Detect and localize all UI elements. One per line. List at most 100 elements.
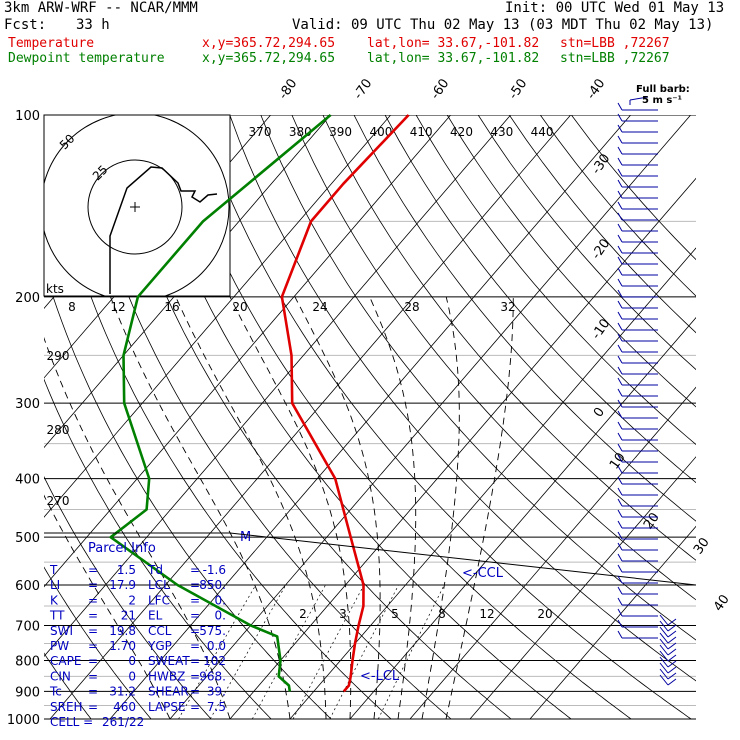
isotherm-label: -10	[589, 316, 613, 342]
parcel-row-label: Tc	[49, 685, 62, 699]
wind-barb-feather	[617, 608, 623, 617]
isotherm	[229, 177, 696, 720]
theta-label-left: 280	[47, 423, 70, 437]
parcel-row-value: 0.0	[207, 639, 226, 653]
wind-barb-low-feather	[667, 642, 677, 650]
hodograph-ring-50	[44, 115, 230, 296]
barb-legend-unit: 5 m s⁻¹	[642, 95, 682, 106]
dry-adiabat	[477, 115, 696, 371]
dry-adiabat	[44, 116, 392, 720]
dry-adiabat	[136, 115, 572, 720]
wind-barb-low	[659, 668, 669, 680]
wind-barb-feather	[617, 344, 623, 353]
mixing-ratio-line	[292, 584, 365, 720]
dry-adiabat	[198, 115, 692, 720]
wind-barb-feather	[617, 113, 623, 122]
dry-adiabat	[44, 476, 212, 720]
dry-adiabat	[415, 115, 696, 446]
parcel-row-label: CCL	[148, 624, 172, 638]
wind-barb-feather	[617, 443, 623, 452]
parcel-row-label: EL	[148, 609, 163, 623]
parcel-row-label: LAPSE	[148, 700, 186, 714]
parcel-eq: =	[190, 669, 200, 683]
wind-barb-low	[659, 650, 669, 662]
dewpoint-legend: Dewpoint temperature	[8, 51, 165, 66]
isotherm-label: 30	[691, 535, 713, 557]
isotherm	[49, 115, 571, 720]
temperature-stn: stn=LBB ,72267	[560, 36, 670, 51]
moist-adiabat	[175, 296, 327, 719]
dry-adiabat	[44, 378, 272, 720]
dry-adiabat	[260, 115, 696, 641]
parcel-row-label: T	[49, 563, 58, 577]
mixing-ratio-label: 5	[391, 607, 399, 621]
pressure-label: 800	[15, 654, 40, 669]
parcel-eq: =	[190, 700, 200, 714]
hodograph-x-tick: 16	[164, 300, 179, 314]
wind-barb-feather	[617, 245, 623, 254]
temperature-curve	[280, 114, 410, 693]
isotherm-label: 0	[591, 405, 608, 420]
model-title: 3km ARW-WRF -- NCAR/MMM	[4, 0, 198, 16]
mixing-ratio-label: 3	[339, 607, 347, 621]
pressure-label: 300	[15, 397, 40, 412]
wind-barb-feather	[617, 135, 623, 144]
parcel-eq: =	[88, 700, 98, 714]
parcel-row-value: 0	[128, 654, 136, 668]
parcel-eq: =	[88, 669, 98, 683]
wind-barb-low	[659, 644, 669, 656]
wind-barb-feather	[617, 201, 623, 210]
pressure-label: 1000	[7, 713, 40, 728]
wind-barb-low-feather	[667, 660, 677, 668]
hodograph-trace	[109, 166, 218, 294]
pressure-label: 900	[15, 685, 40, 700]
dry-adiabat	[539, 115, 696, 297]
mixing-ratio-label: 20	[537, 607, 552, 621]
wind-barb-low-feather	[667, 624, 677, 632]
isotherm	[44, 115, 331, 449]
barb-legend-flag	[629, 96, 649, 101]
moist-adiabat	[421, 296, 460, 720]
wind-barb-feather	[617, 432, 623, 441]
mixing-ratio-line	[178, 584, 257, 720]
wind-barb-feather	[617, 278, 623, 287]
parcel-row-value: 19.8	[109, 624, 136, 638]
hodograph-speed-unit: kts	[46, 282, 64, 296]
dry-adiabat	[291, 115, 696, 601]
parcel-row-label: SHEAR	[148, 685, 189, 699]
parcel-row-value: 21	[121, 609, 136, 623]
isotherm-label: -80	[276, 76, 300, 102]
wind-barb-feather	[617, 410, 623, 419]
temperature-legend: Temperature	[8, 36, 95, 51]
annotation-label: <-LCL	[360, 669, 400, 684]
wind-barb-low	[659, 662, 669, 674]
wind-barb-low-feather	[667, 636, 677, 644]
parcel-eq: =	[88, 624, 98, 638]
wind-barb-low-feather	[667, 618, 677, 626]
wind-barb-feather	[617, 399, 623, 408]
cell-value: 261/22	[102, 715, 144, 729]
wind-barb-feather	[617, 168, 623, 177]
pressure-label: 200	[15, 291, 40, 306]
isotherm	[44, 115, 451, 588]
wind-barb-low	[659, 620, 669, 632]
wind-barb-feather	[617, 190, 623, 199]
dewpoint-latlon: lat,lon= 33.67,-101.82	[367, 51, 540, 66]
cell-label: CELL =	[50, 715, 93, 729]
theta-label: 400	[369, 125, 392, 139]
theta-label: 370	[249, 125, 272, 139]
mixing-ratio-label: 12	[479, 607, 494, 621]
hodograph-x-tick: 8	[68, 300, 76, 314]
wind-barb-low-feather	[667, 630, 677, 638]
parcel-eq: =	[88, 578, 98, 592]
parcel-row-value: 968.	[199, 669, 226, 683]
wind-barb-low	[659, 656, 669, 668]
parcel-row-label: LCL	[148, 578, 170, 592]
isotherm-label: -30	[589, 151, 613, 177]
parcel-row-value: 1.70	[109, 639, 136, 653]
wind-barb-feather	[617, 102, 623, 111]
wind-barb-feather	[617, 212, 623, 221]
parcel-row-label: SWEAT	[148, 654, 190, 668]
parcel-row-value: 102	[203, 654, 226, 668]
